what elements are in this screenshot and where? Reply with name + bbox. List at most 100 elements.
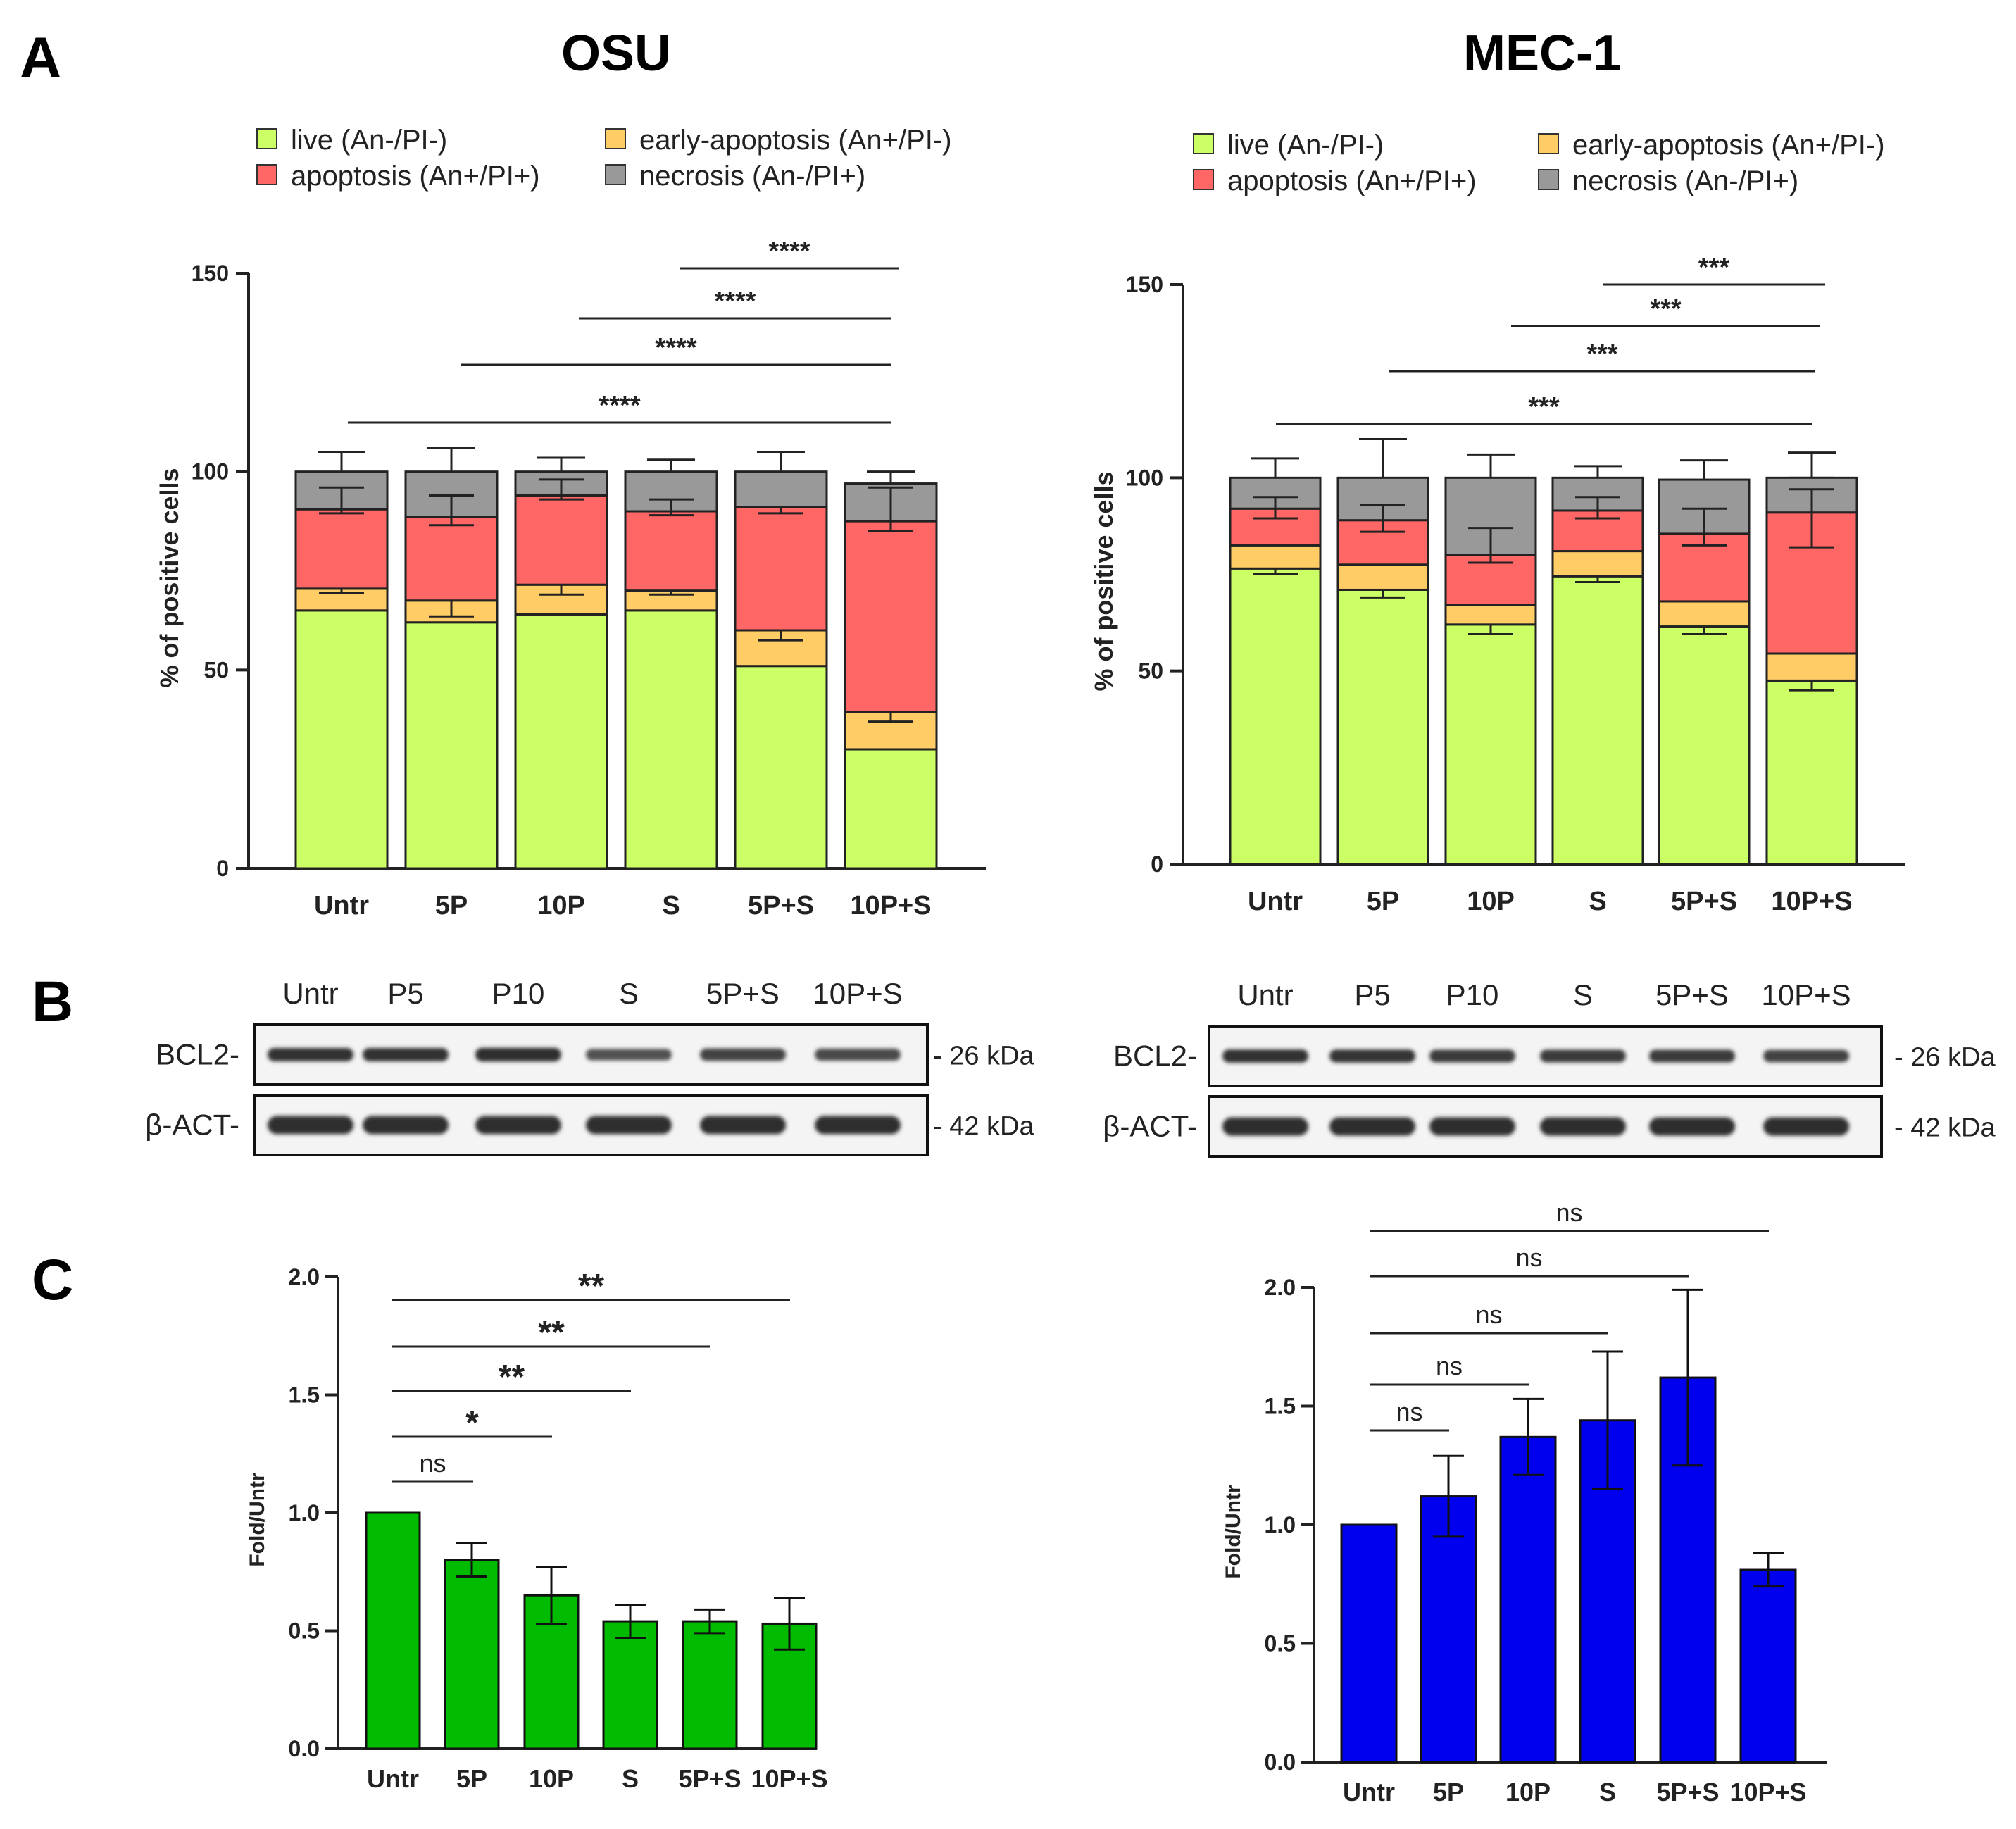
bar-early-10P+S	[1765, 652, 1858, 682]
bar-S	[602, 1620, 658, 1750]
legend-label-early: early-apoptosis (An+/PI-)	[639, 125, 952, 156]
blot-size-label: - 42 kDa	[933, 1112, 1034, 1142]
osu-bcl2-chart: 0.0 0.5 1.0 1.5 2.0 Fold/Untr Untr 5P 10P S 5P+S 10…	[246, 1264, 828, 1793]
bar-Untr	[365, 1511, 421, 1750]
bar-10P+S	[1739, 1568, 1797, 1764]
bar-apoptosis-5P+S	[734, 506, 828, 632]
mec1-western-blot: Untr P5 P10 S 5P+S 10P+S BCL2- - 26 kDa β-ACT- - …	[1103, 978, 1996, 1158]
significance-label: ****	[714, 287, 756, 316]
blot-band	[1222, 1049, 1308, 1063]
x-tick-label: 5P	[456, 1764, 487, 1793]
x-tick-label: 10P	[529, 1764, 574, 1793]
panel-label-b: B	[32, 970, 73, 1034]
significance-label: ns	[1436, 1352, 1463, 1380]
x-tick-label: 10P	[537, 891, 585, 920]
x-tick-label: 5P+S	[1671, 887, 1737, 916]
blot-band	[1222, 1117, 1308, 1136]
blot-band	[815, 1116, 901, 1135]
mec1-title: MEC-1	[1463, 25, 1621, 82]
significance-label: ns	[1515, 1243, 1542, 1272]
significance-label: ****	[768, 237, 810, 266]
blot-band	[363, 1047, 449, 1062]
y-tick-label: 0.5	[289, 1618, 320, 1644]
y-tick-label: 100	[192, 459, 229, 485]
y-tick-label: 1.5	[1265, 1394, 1296, 1419]
y-axis-label: % of positive cells	[1089, 471, 1118, 691]
blot-band	[1429, 1117, 1515, 1136]
significance-label: **	[499, 1359, 525, 1396]
y-tick-label: 0.5	[1265, 1631, 1296, 1656]
bar-live-Untr	[1229, 567, 1322, 866]
y-tick-label: 50	[1138, 658, 1163, 684]
bar-live-5P+S	[734, 665, 828, 870]
blot-lane-label: 5P+S	[706, 977, 780, 1010]
legend-label-live: live (An-/PI-)	[1227, 130, 1384, 161]
bar-apoptosis-S	[624, 510, 718, 592]
blot-band	[475, 1116, 561, 1135]
bar-live-10P+S	[844, 748, 938, 870]
blot-band	[1649, 1049, 1735, 1063]
x-tick-label: 10P	[1467, 887, 1515, 916]
y-tick-label: 0	[1151, 851, 1163, 877]
blot-size-label: - 26 kDa	[933, 1042, 1034, 1071]
x-tick-label: S	[662, 891, 680, 920]
bar-early-S	[1551, 550, 1644, 578]
legend-label-apoptosis: apoptosis (An+/PI+)	[1227, 166, 1477, 196]
y-tick-label: 1.0	[289, 1500, 320, 1525]
legend-label-apoptosis: apoptosis (An+/PI+)	[291, 161, 540, 192]
bar-live-10P+S	[1765, 679, 1858, 866]
significance-label: ***	[1586, 339, 1618, 369]
significance-label: **	[538, 1314, 565, 1352]
blot-band	[1329, 1117, 1415, 1136]
blot-row-label: BCL2-	[1113, 1040, 1197, 1073]
y-tick-label: 0.0	[1265, 1749, 1296, 1775]
y-tick-label: 0.0	[289, 1736, 320, 1761]
blot-lane-label: 5P+S	[1655, 978, 1729, 1011]
legend-swatch-early	[605, 128, 626, 149]
significance-label: ***	[1528, 392, 1560, 422]
blot-band	[475, 1047, 561, 1062]
osu-legend: live (An-/PI-) early-apoptosis (An+/PI-)…	[256, 125, 952, 192]
legend-swatch-live	[256, 128, 277, 149]
blot-lane-label: S	[619, 977, 639, 1010]
y-tick-label: 2.0	[289, 1264, 320, 1290]
legend-swatch-necrosis	[1538, 169, 1559, 190]
bar-early-5P	[1336, 563, 1429, 591]
x-tick-label: 10P+S	[1729, 1778, 1806, 1806]
bar-apoptosis-10P	[514, 494, 608, 586]
x-tick-label: 10P	[1505, 1778, 1551, 1806]
bar-live-S	[1551, 575, 1644, 866]
blot-lane-label: 10P+S	[813, 977, 902, 1010]
blot-lane-label: S	[1573, 978, 1593, 1011]
blot-band	[700, 1048, 786, 1061]
blot-row-label: β-ACT-	[145, 1109, 239, 1142]
osu-stacked-chart: 0 50 100 150 % of positive cells Untr 5P 10P S 5P…	[155, 237, 986, 920]
y-axis-label: % of positive cells	[155, 468, 184, 687]
x-tick-label: 5P+S	[1656, 1778, 1719, 1806]
blot-lane-label: P10	[1446, 978, 1499, 1011]
bar-apoptosis-Untr	[294, 508, 389, 590]
significance-label: ns	[1475, 1300, 1502, 1329]
mec1-stacked-chart: 0 50 100 150 % of positive cells Untr 5P 10P S 5P…	[1089, 253, 1905, 916]
mec1-legend: live (An-/PI-) early-apoptosis (An+/PI-)…	[1193, 130, 1885, 196]
y-tick-label: 100	[1126, 465, 1163, 490]
bar-apoptosis-10P+S	[844, 520, 938, 713]
panel-label-a: A	[20, 26, 61, 90]
x-tick-label: S	[1589, 887, 1606, 916]
blot-band	[363, 1116, 449, 1135]
blot-lane-label: P5	[387, 977, 423, 1010]
blot-band	[1329, 1049, 1415, 1063]
bar-Untr	[1340, 1523, 1398, 1764]
x-tick-label: 5P+S	[748, 891, 814, 920]
y-axis-label: Fold/Untr	[246, 1473, 269, 1567]
blot-size-label: - 42 kDa	[1894, 1113, 1996, 1143]
osu-western-blot: Untr P5 P10 S 5P+S 10P+S BCL2- - 26 kDa β-ACT- - …	[145, 977, 1034, 1156]
bar-live-S	[624, 609, 718, 870]
blot-row-label: β-ACT-	[1103, 1110, 1197, 1143]
bar-apoptosis-5P	[404, 516, 499, 602]
y-tick-label: 2.0	[1265, 1275, 1296, 1300]
x-tick-label: Untr	[367, 1764, 419, 1793]
legend-label-necrosis: necrosis (An-/PI+)	[639, 161, 865, 192]
bar-live-5P	[404, 621, 499, 870]
